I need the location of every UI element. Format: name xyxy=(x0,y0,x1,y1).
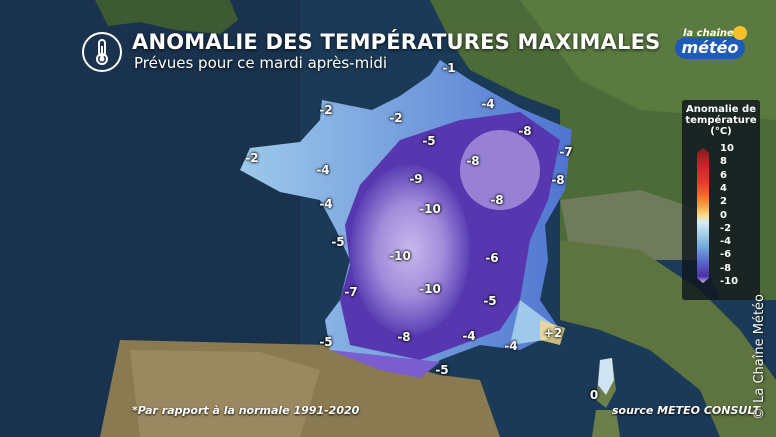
reference-note: *Par rapport à la normale 1991-2020 xyxy=(132,404,360,417)
anomaly-label: -5 xyxy=(422,134,436,148)
anomaly-label: -7 xyxy=(344,285,358,299)
anomaly-label: -4 xyxy=(504,339,518,353)
legend-tick: -8 xyxy=(720,262,732,274)
anomaly-label: -6 xyxy=(485,251,499,265)
copyright: © La Chaîne Météo xyxy=(752,293,767,420)
page-title: ANOMALIE DES TEMPÉRATURES MAXIMALES xyxy=(132,30,661,54)
anomaly-label: -8 xyxy=(490,193,504,207)
legend-tick: 4 xyxy=(720,182,727,194)
legend-tick: -10 xyxy=(720,276,739,287)
legend: Anomalie de température (°C) 10 8 6 4 2 0 -2 -4… xyxy=(682,100,760,300)
legend-tick: 6 xyxy=(720,169,727,181)
anomaly-label: +2 xyxy=(543,326,563,340)
logo-top-text: la chaîne xyxy=(683,28,734,39)
anomaly-label: -4 xyxy=(481,97,495,111)
anomaly-label: -8 xyxy=(551,173,565,187)
legend-tick: -6 xyxy=(720,249,732,261)
anomaly-label: -10 xyxy=(389,249,411,263)
legend-tick: 2 xyxy=(720,196,727,208)
anomaly-label: -4 xyxy=(462,329,476,343)
anomaly-label: -2 xyxy=(389,111,403,125)
anomaly-label: -8 xyxy=(466,154,480,168)
anomaly-label: -5 xyxy=(331,235,345,249)
legend-tick: 8 xyxy=(720,156,727,168)
anomaly-label: -8 xyxy=(518,124,532,138)
anomaly-label: -4 xyxy=(316,163,330,177)
legend-tick: -2 xyxy=(720,222,732,234)
anomaly-label: -8 xyxy=(397,330,411,344)
anomaly-label: -10 xyxy=(419,282,441,296)
legend-tick: 10 xyxy=(720,143,734,154)
italy-landmass xyxy=(560,240,776,437)
anomaly-label: -10 xyxy=(419,202,441,216)
anomaly-label: -2 xyxy=(245,151,259,165)
anomaly-label: -1 xyxy=(442,61,456,75)
anomaly-label: -7 xyxy=(559,145,573,159)
anomaly-label: 0 xyxy=(589,388,599,402)
anomaly-label: -5 xyxy=(435,363,449,377)
uk-landmass xyxy=(95,0,238,34)
anomaly-label: -4 xyxy=(319,197,333,211)
sun-icon xyxy=(733,26,747,40)
page-subtitle: Prévues pour ce mardi après-midi xyxy=(134,54,388,72)
thermometer-icon xyxy=(82,32,122,72)
anomaly-label: -2 xyxy=(319,103,333,117)
source-credit: source METEO CONSULT xyxy=(612,404,761,417)
legend-color-bar xyxy=(697,148,709,283)
anomaly-label: -9 xyxy=(409,172,423,186)
legend-tick: -4 xyxy=(720,236,732,248)
legend-tick: 0 xyxy=(720,209,727,221)
legend-title: Anomalie de température (°C) xyxy=(685,104,757,137)
brand-logo: météo la chaîne xyxy=(675,26,755,68)
logo-main-text: météo xyxy=(675,37,745,59)
anomaly-label: -5 xyxy=(483,294,497,308)
anomaly-label: -5 xyxy=(319,335,333,349)
